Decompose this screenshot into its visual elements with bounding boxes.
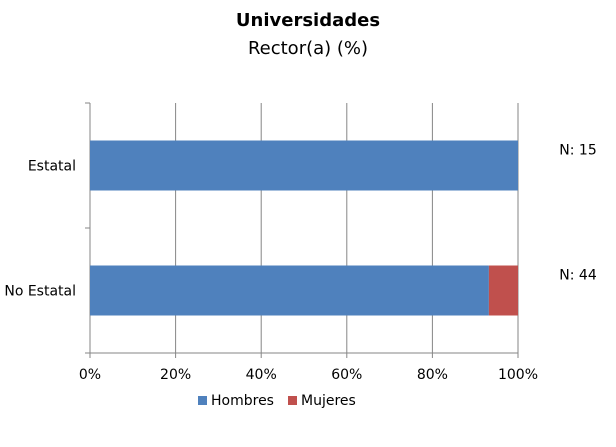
legend-label: Mujeres [301,393,356,409]
bar-mujeres [488,265,518,316]
legend-label: Hombres [211,393,274,409]
category-label: No Estatal [4,284,76,300]
x-tick-label: 100% [498,367,538,383]
chart-title: Universidades [235,10,381,31]
x-tick-label: 80% [417,367,448,383]
chart-subtitle: Rector(a) (%) [247,38,369,59]
x-tick-label: 60% [331,367,362,383]
n-annotation: N: 44 [559,268,597,284]
x-tick-label: 40% [246,367,277,383]
x-tick-label: 0% [79,367,101,383]
legend-swatch [198,396,207,405]
bar-hombres [90,265,489,316]
n-annotation: N: 15 [559,143,596,159]
x-tick-label: 20% [160,367,191,383]
legend-swatch [288,396,297,405]
bar-hombres [90,140,518,191]
category-label: Estatal [28,159,76,175]
